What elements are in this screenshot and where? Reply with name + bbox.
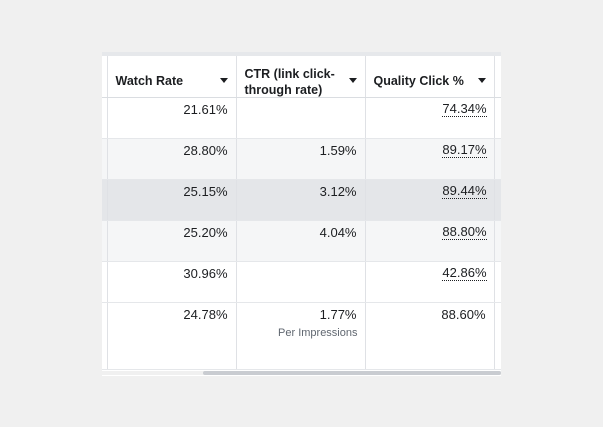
quality-click-value[interactable]: 89.17% (442, 142, 487, 158)
watch-rate-cell: 25.15% (107, 179, 237, 221)
watch-rate-cell: 25.20% (107, 220, 237, 262)
watch-rate-cell: 28.80% (107, 138, 237, 180)
quality-click-cell: 89.17% (365, 138, 495, 180)
column-header-watch-rate[interactable]: Watch Rate (107, 56, 237, 98)
column-header-ctr[interactable]: CTR (link click-through rate) (236, 56, 366, 98)
watch-rate-value: 25.20% (183, 225, 228, 240)
ctr-cell: 4.04% (236, 220, 366, 262)
watch-rate-value: 21.61% (183, 102, 228, 117)
quality-click-value[interactable]: 74.34% (442, 101, 487, 117)
ctr-value: 3.12% (319, 184, 357, 199)
row-edge-cell (102, 138, 108, 180)
table-row[interactable]: 25.20% 4.04% 88.80% (102, 220, 501, 262)
watch-rate-cell: 30.96% (107, 261, 237, 303)
table-top-strip (102, 52, 501, 56)
watch-rate-value: 30.96% (183, 266, 228, 281)
ctr-cell (236, 261, 366, 303)
header-row: Watch Rate CTR (link click-through rate)… (102, 56, 501, 98)
ctr-value: 4.04% (319, 225, 357, 240)
sort-caret-down-icon[interactable] (477, 78, 486, 83)
quality-click-cell: 89.44% (365, 179, 495, 221)
ctr-value: 1.77% (319, 307, 357, 322)
row-tail-cell (494, 179, 501, 221)
quality-click-value[interactable]: 42.86% (442, 265, 487, 281)
watch-rate-cell: 21.61% (107, 97, 237, 139)
ctr-value: 1.59% (319, 143, 357, 158)
quality-click-value[interactable]: 89.44% (442, 183, 487, 199)
header-tail-cell (494, 56, 501, 98)
row-tail-cell (494, 261, 501, 303)
ctr-cell: 3.12% (236, 179, 366, 221)
watch-rate-value: 25.15% (183, 184, 228, 199)
sort-caret-down-icon[interactable] (219, 78, 228, 83)
watch-rate-value: 28.80% (183, 143, 228, 158)
row-tail-cell (494, 138, 501, 180)
header-edge-cell (102, 56, 108, 98)
column-header-label: CTR (link click-through rate) (244, 67, 335, 97)
metrics-table: Watch Rate CTR (link click-through rate)… (102, 56, 501, 370)
table-row-summary[interactable]: 24.78% 1.77% Per Impressions 88.60% (102, 302, 501, 370)
scrollbar-thumb[interactable] (203, 371, 501, 375)
row-edge-cell (102, 220, 108, 262)
ctr-cell (236, 97, 366, 139)
row-edge-cell (102, 179, 108, 221)
ctr-subtext: Per Impressions (278, 327, 358, 339)
table-row[interactable]: 28.80% 1.59% 89.17% (102, 138, 501, 180)
table-row[interactable]: 21.61% 74.34% (102, 97, 501, 139)
row-edge-cell (102, 97, 108, 139)
column-header-quality-click[interactable]: Quality Click % (365, 56, 495, 98)
column-header-label: Watch Rate (115, 74, 184, 88)
row-tail-cell (494, 97, 501, 139)
row-edge-cell (102, 302, 108, 370)
quality-click-value: 88.60% (441, 307, 486, 322)
quality-click-value[interactable]: 88.80% (442, 224, 487, 240)
ctr-cell: 1.59% (236, 138, 366, 180)
row-tail-cell (494, 220, 501, 262)
horizontal-scrollbar[interactable] (102, 371, 501, 375)
quality-click-cell: 88.60% (365, 302, 495, 370)
sort-caret-down-icon[interactable] (348, 78, 357, 83)
table-row[interactable]: 30.96% 42.86% (102, 261, 501, 303)
row-tail-cell (494, 302, 501, 370)
watch-rate-value: 24.78% (183, 307, 228, 322)
watch-rate-cell: 24.78% (107, 302, 237, 370)
row-edge-cell (102, 261, 108, 303)
table-row-hovered[interactable]: 25.15% 3.12% 89.44% (102, 179, 501, 221)
column-header-label: Quality Click % (373, 74, 464, 88)
results-table: Watch Rate CTR (link click-through rate)… (102, 52, 501, 376)
quality-click-cell: 88.80% (365, 220, 495, 262)
ctr-cell: 1.77% Per Impressions (236, 302, 366, 370)
quality-click-cell: 74.34% (365, 97, 495, 139)
quality-click-cell: 42.86% (365, 261, 495, 303)
